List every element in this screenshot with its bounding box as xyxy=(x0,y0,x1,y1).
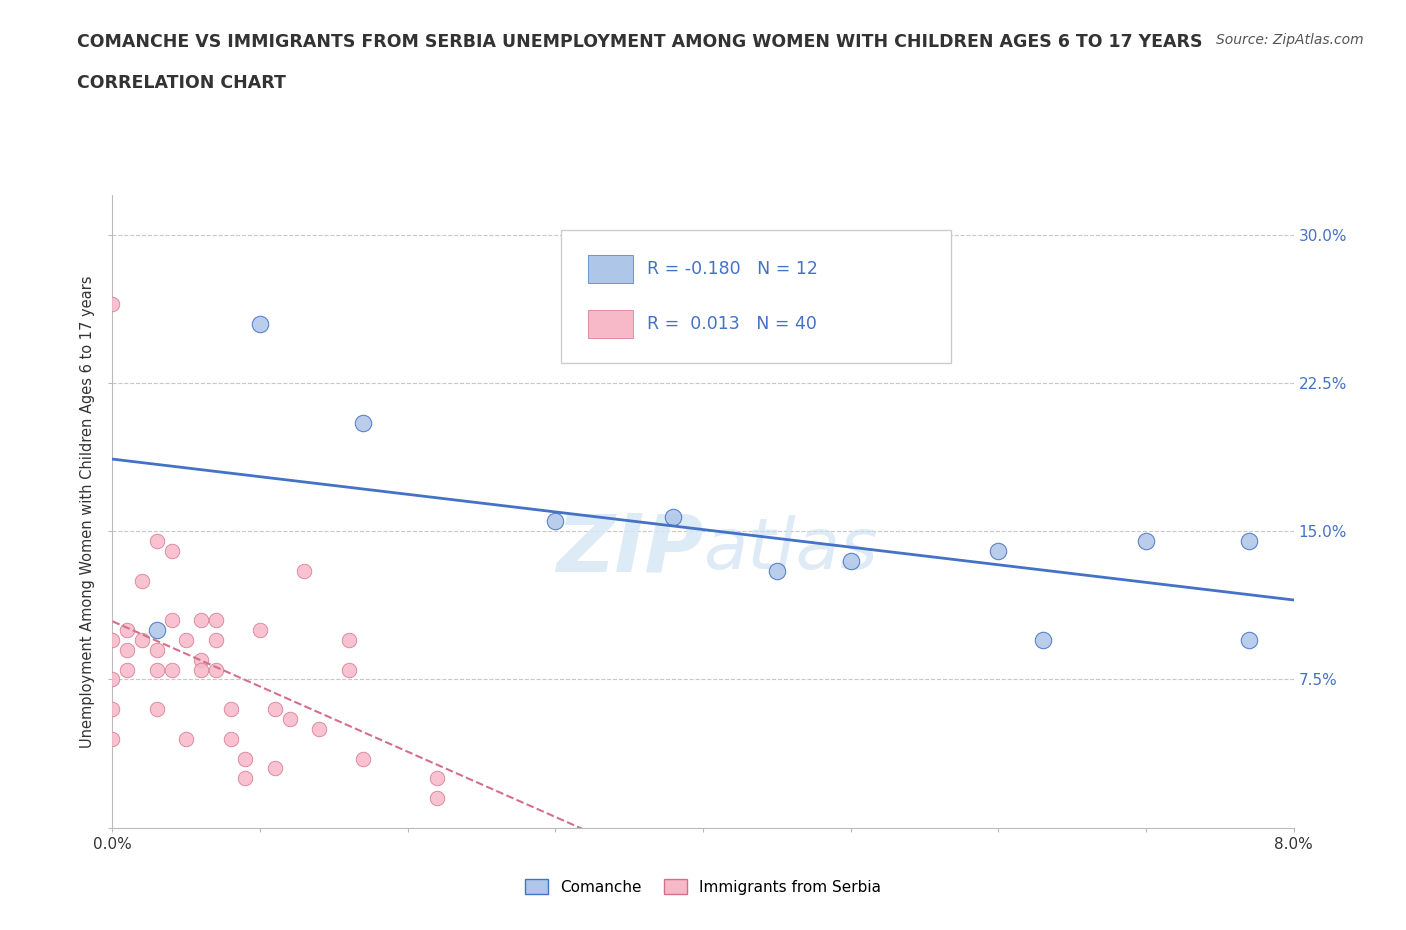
Point xyxy=(101,632,124,647)
Point xyxy=(101,702,124,717)
Point xyxy=(117,643,138,658)
Point xyxy=(131,632,153,647)
Point xyxy=(426,790,449,805)
Point xyxy=(765,564,787,578)
Point xyxy=(839,553,862,568)
Text: CORRELATION CHART: CORRELATION CHART xyxy=(77,74,287,92)
Point xyxy=(249,316,271,331)
Point xyxy=(190,662,212,677)
Text: atlas: atlas xyxy=(703,515,877,584)
Point xyxy=(205,662,228,677)
Text: ZIP: ZIP xyxy=(555,511,703,589)
Text: Source: ZipAtlas.com: Source: ZipAtlas.com xyxy=(1216,33,1364,46)
Point xyxy=(233,771,256,786)
Y-axis label: Unemployment Among Women with Children Ages 6 to 17 years: Unemployment Among Women with Children A… xyxy=(80,275,96,748)
Point xyxy=(174,731,197,746)
Point xyxy=(205,613,228,628)
FancyBboxPatch shape xyxy=(561,230,950,363)
Point xyxy=(117,662,138,677)
Bar xyxy=(589,311,633,339)
Point xyxy=(278,711,301,726)
Point xyxy=(101,672,124,687)
Bar xyxy=(589,255,633,283)
Point xyxy=(146,623,169,638)
Point xyxy=(101,297,124,312)
Point xyxy=(160,662,183,677)
Point xyxy=(352,415,374,430)
Point xyxy=(987,543,1010,558)
Point xyxy=(146,534,169,549)
Point xyxy=(190,613,212,628)
Text: COMANCHE VS IMMIGRANTS FROM SERBIA UNEMPLOYMENT AMONG WOMEN WITH CHILDREN AGES 6: COMANCHE VS IMMIGRANTS FROM SERBIA UNEMP… xyxy=(77,33,1202,50)
Point xyxy=(426,771,449,786)
Point xyxy=(174,632,197,647)
Point xyxy=(160,543,183,558)
Point xyxy=(662,510,685,525)
Point xyxy=(205,632,228,647)
Text: R = -0.180   N = 12: R = -0.180 N = 12 xyxy=(648,259,818,278)
Point xyxy=(219,702,242,717)
Point xyxy=(352,751,374,766)
Point xyxy=(1239,534,1261,549)
Point xyxy=(190,652,212,667)
Point xyxy=(1032,632,1054,647)
Point xyxy=(146,643,169,658)
Point xyxy=(337,662,360,677)
Legend: Comanche, Immigrants from Serbia: Comanche, Immigrants from Serbia xyxy=(517,871,889,902)
Point xyxy=(249,623,271,638)
Point xyxy=(146,662,169,677)
Point xyxy=(337,632,360,647)
Point xyxy=(233,751,256,766)
Point xyxy=(308,722,330,737)
Point xyxy=(1135,534,1157,549)
Point xyxy=(264,761,287,776)
Point xyxy=(544,514,567,529)
Point xyxy=(160,613,183,628)
Point xyxy=(1239,632,1261,647)
Point xyxy=(131,573,153,588)
Point xyxy=(219,731,242,746)
Point xyxy=(264,702,287,717)
Point xyxy=(292,564,315,578)
Point xyxy=(101,731,124,746)
Point xyxy=(146,702,169,717)
Text: R =  0.013   N = 40: R = 0.013 N = 40 xyxy=(648,315,817,333)
Point xyxy=(117,623,138,638)
